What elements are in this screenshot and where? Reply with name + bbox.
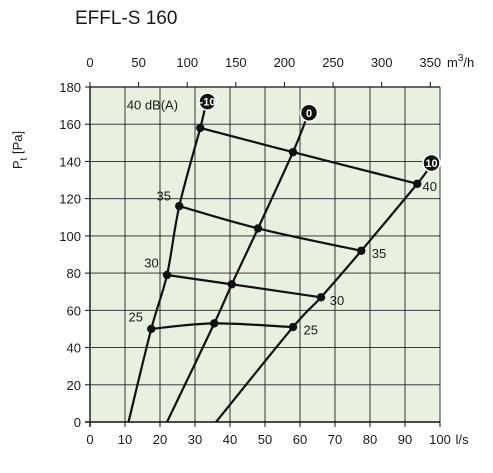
- sound-label: 25: [129, 310, 143, 325]
- x-tick-label: 50: [258, 432, 272, 447]
- y-tick-label: 100: [59, 229, 81, 244]
- intersection-point: [196, 123, 205, 133]
- sound-label: 30: [330, 293, 344, 308]
- intersection-point: [147, 324, 156, 334]
- intersection-point: [357, 246, 366, 255]
- x-axis-label: l/s: [456, 432, 470, 447]
- damper-badge: [422, 153, 441, 173]
- y-tick-label: 20: [67, 378, 81, 393]
- points: [147, 123, 422, 334]
- sound-label: 35: [372, 246, 386, 261]
- x-tick-label: 60: [293, 432, 307, 447]
- top-tick-label: 250: [322, 55, 344, 70]
- intersection-point: [288, 322, 298, 332]
- intersection-point: [253, 224, 263, 233]
- sound-label: 30: [144, 256, 158, 271]
- intersection-point: [227, 280, 236, 289]
- x-tick-label: 30: [188, 432, 202, 447]
- top-tick-label: 50: [131, 55, 145, 70]
- y-tick-label: 120: [59, 192, 81, 207]
- sound-label: 40 dB(A): [127, 97, 178, 112]
- sound-label: 35: [157, 189, 171, 204]
- chart-title: EFFL-S 160: [75, 8, 178, 29]
- y-tick-label: 60: [67, 303, 81, 318]
- top-tick-label: 150: [225, 55, 247, 70]
- top-tick-label: 350: [419, 55, 441, 70]
- annotations: 40 dB(A) 40 35 35 30 30 25 25: [127, 97, 437, 337]
- damper-badge-label: -10: [200, 97, 216, 109]
- badges: -10 0 10: [198, 92, 441, 173]
- x-tick-label: 0: [86, 432, 93, 447]
- top-tick-label: 0: [86, 55, 93, 70]
- y-axis-label: Pt [Pa]: [10, 131, 30, 169]
- intersection-point: [162, 270, 172, 280]
- sound-label: 25: [304, 323, 318, 338]
- top-tick-label: 200: [274, 55, 296, 70]
- damper-badge-label: 10: [425, 158, 437, 170]
- x-tick-label: 20: [153, 432, 167, 447]
- y-tick-label: 0: [74, 415, 81, 430]
- x-tick-label: 70: [328, 432, 342, 447]
- x-tick-label: 10: [118, 432, 132, 447]
- x-tick-label: 100: [429, 432, 451, 447]
- intersection-point: [316, 293, 326, 302]
- intersection-point: [175, 201, 184, 211]
- x-tick-label: 90: [398, 432, 412, 447]
- intersection-point: [288, 147, 298, 157]
- damper-badge: [299, 103, 319, 123]
- y-tick-label: 180: [59, 80, 81, 95]
- damper-badge: [198, 92, 217, 111]
- intersection-point: [210, 319, 219, 328]
- y-tick-label: 40: [67, 341, 81, 356]
- top-tick-label: 100: [176, 55, 198, 70]
- damper-badge-label: 0: [306, 108, 312, 120]
- top-axis-label: m3/h: [447, 53, 474, 70]
- y-tick-label: 160: [59, 117, 81, 132]
- y-tick-label: 140: [59, 154, 81, 169]
- x-tick-label: 40: [223, 432, 237, 447]
- x-tick-label: 80: [363, 432, 377, 447]
- sound-label: 40: [423, 179, 437, 194]
- intersection-point: [413, 179, 422, 188]
- top-tick-label: 300: [371, 55, 393, 70]
- y-tick-label: 80: [67, 266, 81, 281]
- axes: 0 10 20 30 40 50 60 70 80 90 100 l/s0 50 100 150 200 250…: [10, 53, 474, 447]
